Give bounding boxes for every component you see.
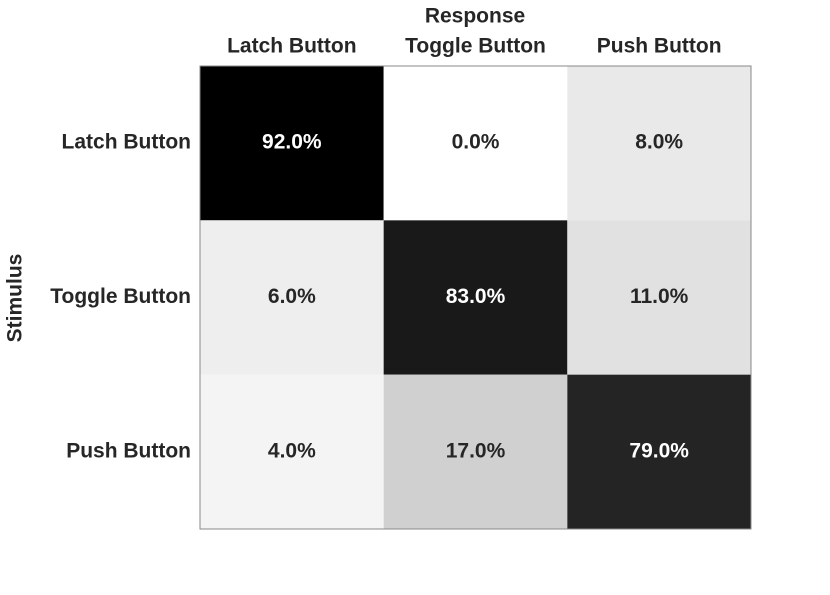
cell-label: 83.0% [446,285,506,308]
heatmap-cell [567,220,751,375]
heatmap-cell [200,374,384,529]
heatmap-cell [567,374,751,529]
heatmap-cell [200,66,384,221]
cell-label: 17.0% [446,439,506,462]
y-tick-label: Latch Button [62,131,191,154]
heatmap-cell [200,220,384,375]
cell-label: 79.0% [629,439,689,462]
x-axis-title: Response [425,5,525,28]
y-tick-label: Push Button [66,439,191,462]
heatmap-cell [567,66,751,221]
cell-label: 6.0% [268,285,316,308]
x-tick-label: Toggle Button [405,35,546,58]
cell-label: 4.0% [268,439,316,462]
matrix-border [199,65,752,530]
heatmap-cell [383,66,568,221]
cell-label: 11.0% [630,285,689,308]
cell-label: 8.0% [635,131,683,154]
cell-label: 92.0% [262,131,322,154]
x-tick-label: Latch Button [227,35,356,58]
x-tick-label: Push Button [597,35,722,58]
heatmap-cell [383,220,568,375]
y-tick-label: Toggle Button [50,285,191,308]
heatmap-cell [383,374,568,529]
y-axis-title: Stimulus [4,254,27,343]
cell-label: 0.0% [452,131,500,154]
